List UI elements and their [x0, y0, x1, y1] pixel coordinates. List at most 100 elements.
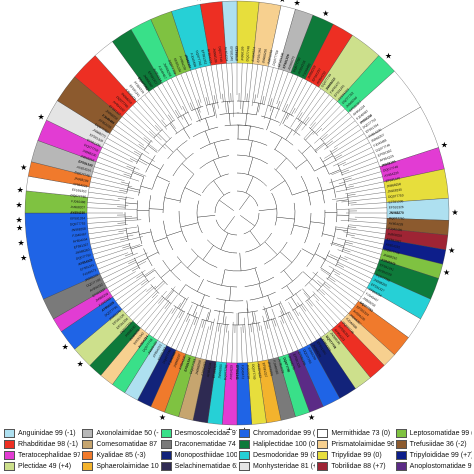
tip-label: DQ077753 — [167, 59, 177, 75]
tree-branch — [252, 311, 255, 324]
tip-label: EF591337 — [386, 237, 401, 244]
tip-branch — [148, 294, 178, 335]
tip-label: EF591327 — [73, 242, 88, 249]
support-star-marker: ★ — [16, 216, 23, 225]
legend-label: Plectidae 49 (+4) — [18, 463, 72, 470]
tip-branch — [263, 68, 279, 119]
tree-branch — [157, 175, 170, 183]
tree-branch — [144, 269, 156, 278]
tip-branch — [330, 243, 380, 260]
tree-arc — [187, 313, 199, 319]
tree-branch — [245, 176, 254, 194]
tree-arc — [290, 202, 296, 235]
tree-branch — [178, 298, 186, 309]
tree-branch — [202, 245, 214, 261]
tip-branch — [336, 207, 387, 210]
tip-branch — [94, 244, 141, 260]
tree-branch — [334, 154, 343, 159]
tip-branch — [343, 231, 385, 240]
tip-branch — [190, 319, 203, 356]
tip-label: DQ077753 — [70, 221, 86, 226]
tree-branch — [186, 314, 190, 322]
legend-swatch — [4, 451, 15, 460]
tree-branch — [122, 245, 130, 249]
tip-label: EF591334 — [173, 58, 182, 73]
tip-label: JN968258 — [162, 62, 172, 77]
tip-label: FJ040485 — [302, 62, 312, 77]
legend-label: Sphaerolaimidae 100 (0) — [96, 463, 159, 470]
tip-label: EF591340 — [385, 176, 400, 183]
tree-branch — [340, 256, 348, 261]
tip-branch — [333, 137, 367, 158]
support-star-marker: ★ — [18, 238, 25, 247]
tip-label: EF591352 — [72, 188, 87, 194]
tree-branch — [290, 296, 298, 308]
tip-branch — [95, 252, 129, 265]
tip-label: FJ040485 — [272, 360, 279, 375]
tip-branch — [301, 94, 330, 131]
tip-branch — [286, 80, 308, 120]
tip-branch — [104, 261, 147, 284]
tree-branch — [138, 144, 146, 149]
tree-arc — [143, 248, 153, 267]
tip-branch — [335, 181, 384, 193]
tree-arc — [130, 166, 136, 179]
tip-branch — [87, 216, 133, 219]
tree-branch — [211, 103, 216, 116]
tree-branch — [242, 101, 244, 114]
tip-branch — [140, 97, 168, 130]
support-star-marker: ★ — [37, 113, 44, 122]
tip-label: EF591341 — [379, 263, 394, 272]
tree-branch — [328, 277, 336, 282]
tip-label: DQ077750 — [389, 216, 405, 221]
tip-label: AY854229 — [377, 268, 392, 277]
tip-branch — [91, 176, 133, 188]
tip-branch — [88, 191, 135, 199]
tree-branch — [265, 308, 270, 321]
tip-branch — [175, 75, 192, 111]
tree-branch — [180, 222, 199, 228]
tree-branch — [239, 252, 242, 271]
tip-label: JN968207 — [173, 353, 182, 368]
tree-branch — [192, 304, 198, 317]
legend-label: Axonolaimidae 50 (-23) — [96, 430, 159, 437]
tip-branch — [335, 226, 386, 235]
tip-label: AY854229 — [78, 258, 93, 266]
tree-branch — [171, 306, 177, 314]
tree-arc — [185, 284, 210, 297]
tree-arc — [173, 305, 185, 313]
support-star-marker: ★ — [20, 253, 27, 262]
tip-label: AY854230 — [178, 355, 187, 370]
tip-branch — [310, 97, 334, 126]
tip-branch — [175, 318, 190, 351]
tip-branch — [328, 265, 367, 289]
tree-arc — [274, 168, 293, 196]
tree-branch — [258, 208, 277, 211]
tip-branch — [112, 128, 150, 154]
tree-branch — [121, 181, 129, 185]
tree-branch — [178, 284, 186, 295]
tree-arc — [137, 224, 143, 244]
tree-branch — [318, 289, 325, 295]
tree-branch — [139, 231, 152, 235]
tree-branch — [240, 215, 255, 227]
tip-label: EF591340 — [316, 341, 327, 356]
tree-branch — [157, 133, 167, 143]
tip-branch — [231, 321, 234, 363]
tree-branch — [119, 189, 128, 192]
support-star-marker: ★ — [443, 268, 450, 277]
tip-branch — [107, 271, 136, 289]
tip-branch — [332, 191, 386, 200]
tip-branch — [314, 112, 349, 144]
legend-swatch — [317, 462, 329, 471]
tip-branch — [152, 88, 174, 120]
legend-label: Kyalidae 85 (-3) — [96, 452, 146, 459]
tip-branch — [312, 271, 356, 306]
tip-branch — [221, 316, 227, 363]
tip-branch — [269, 70, 284, 112]
tree-branch — [314, 253, 326, 260]
tree-branch — [314, 142, 325, 151]
tip-label: AY854228 — [297, 60, 307, 75]
tree-branch — [170, 261, 182, 272]
tip-branch — [195, 68, 210, 115]
